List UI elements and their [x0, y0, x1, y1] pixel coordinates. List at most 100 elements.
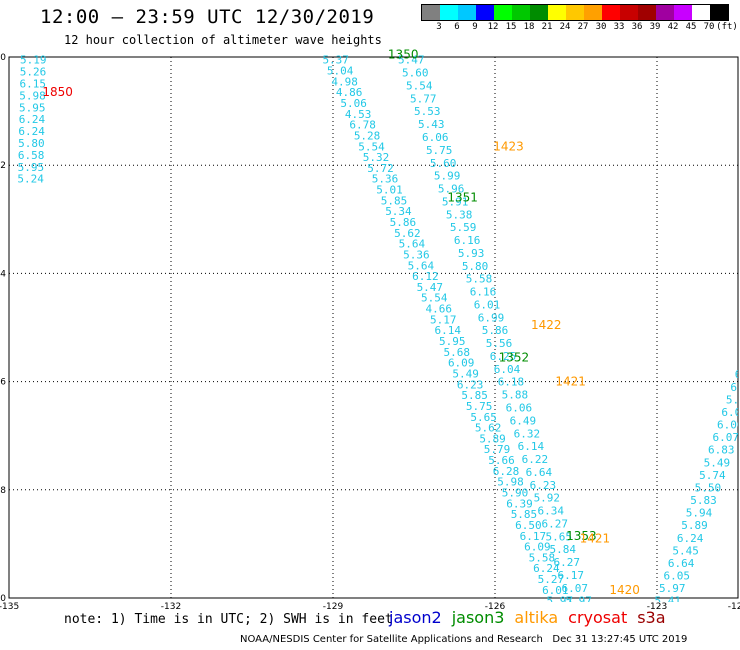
wave-height-value: 5.28 [354, 129, 381, 142]
footer-credit: NOAA/NESDIS Center for Satellite Applica… [240, 634, 688, 645]
wave-height-value: 5.95 [19, 101, 46, 114]
wave-height-value: 5.72 [367, 162, 394, 175]
wave-height-value: 5.06 [340, 97, 367, 110]
color-swatch [638, 5, 656, 20]
wave-height-value: 5.95 [439, 335, 466, 348]
wave-height-value: 6.17 [557, 569, 584, 582]
wave-height-value: 6.49 [510, 414, 537, 427]
color-scale-label: 36 [631, 22, 643, 32]
wave-height-value: 6.06 [422, 131, 449, 144]
wave-height-value: 5.80 [18, 137, 45, 150]
wave-height-value: 6.06 [506, 401, 533, 414]
color-swatch [494, 5, 512, 20]
y-tick-label: -10 [0, 594, 6, 604]
wave-height-value: 6.34 [538, 505, 565, 518]
color-scale-swatches [421, 4, 729, 21]
wave-height-value: 5.27 [538, 573, 565, 586]
wave-height-value: 5.88 [502, 389, 529, 402]
wave-height-value: 6.16 [470, 286, 497, 299]
satellite-name-jason3: jason3 [451, 608, 505, 627]
wave-height-value: 6.32 [514, 427, 541, 440]
wave-height-value: 5.89 [479, 432, 506, 445]
wave-height-value: 5.54 [358, 140, 385, 153]
satellite-legend: jason2 jason3 altika cryosat s3a [389, 608, 676, 627]
color-scale-label: 45 [685, 22, 697, 32]
wave-height-value: 6.22 [522, 453, 549, 466]
wave-height-value: 6.27 [542, 517, 569, 530]
color-swatch [458, 5, 476, 20]
wave-height-value: 5.85 [381, 194, 408, 207]
color-scale-label: 42 [667, 22, 679, 32]
wave-height-value: 5.64 [726, 393, 740, 406]
wave-height-value: 6.09 [524, 541, 551, 554]
x-tick-label: -126 [485, 602, 506, 612]
wave-height-value: 5.89 [681, 519, 708, 532]
wave-height-value: 5.47 [398, 54, 425, 67]
wave-height-value: 5.65 [546, 530, 573, 543]
wave-height-value: 6.09 [448, 357, 475, 370]
wave-height-value: 5.41 [655, 595, 682, 608]
wave-height-value: 6.16 [454, 234, 481, 247]
color-swatch [512, 5, 530, 20]
wave-height-value: 5.32 [363, 151, 390, 164]
color-swatch [422, 5, 440, 20]
wave-height-value: 5.53 [414, 105, 441, 118]
wave-height-value: 5.34 [385, 205, 412, 218]
color-swatch [692, 5, 710, 20]
wave-height-value: 5.36 [403, 248, 430, 261]
color-swatch [530, 5, 548, 20]
wave-height-value: 4.66 [426, 303, 453, 316]
y-tick-label: 0 [0, 53, 6, 63]
pass-time-label: 1421 [580, 531, 611, 545]
wave-height-value: 5.45 [672, 544, 699, 557]
wave-height-value: 5.75 [426, 144, 453, 157]
wave-height-value: 5.24 [17, 173, 44, 186]
pass-time-label: 1350 [388, 47, 419, 61]
color-scale-label: 70 [703, 22, 715, 32]
wave-height-value: 5.26 [20, 66, 47, 79]
wave-height-value: 5.04 [327, 65, 354, 78]
pass-time-label: 1352 [499, 350, 530, 364]
wave-height-value: 5.84 [550, 543, 577, 556]
wave-height-value: 6.14 [435, 324, 462, 337]
wave-height-value: 5.77 [410, 92, 437, 105]
wave-height-value: 5.96 [438, 183, 465, 196]
color-scale-label: 9 [472, 22, 478, 32]
wave-height-value: 6.04 [494, 363, 521, 376]
color-scale-label: 33 [613, 22, 625, 32]
wave-height-value: 5.90 [502, 487, 529, 500]
wave-height-value: 5.58 [466, 273, 493, 286]
color-scale-label: 6 [454, 22, 460, 32]
x-tick-label: -124 [728, 602, 740, 612]
wave-height-value: 6.78 [349, 119, 376, 132]
wave-height-value: 5.37 [322, 54, 349, 67]
wave-height-value: 5.64 [399, 238, 426, 251]
color-swatch [674, 5, 692, 20]
wave-height-value: 6.15 [20, 78, 47, 91]
wave-height-value: 6.27 [553, 556, 580, 569]
wave-height-value: 6.18 [498, 376, 525, 389]
wave-height-value: 6.00 [717, 419, 740, 432]
wave-height-value: 6.99 [478, 311, 505, 324]
wave-height-value: 6.31 [730, 381, 740, 394]
wave-height-value: 5.64 [408, 259, 435, 272]
wave-height-value: 5.49 [704, 456, 731, 469]
wave-height-value: 5.83 [690, 494, 717, 507]
wave-height-value: 5.74 [699, 469, 726, 482]
wave-height-value: 6.12 [412, 270, 439, 283]
color-scale-label: 24 [559, 22, 571, 32]
color-scale-label: 39 [649, 22, 661, 32]
wave-height-value: 6.39 [506, 497, 533, 510]
wave-height-value: 6.58 [18, 149, 45, 162]
pass-time-label: 1850 [42, 85, 73, 99]
color-swatch [566, 5, 584, 20]
wave-height-value: 5.79 [484, 443, 511, 456]
color-swatch [656, 5, 674, 20]
satellite-name-altika: altika [514, 608, 559, 627]
color-swatch [710, 5, 728, 20]
wave-height-value: 5.86 [482, 324, 509, 337]
wave-height-value: 6.20 [735, 368, 740, 381]
color-swatch [620, 5, 638, 20]
y-tick-label: -8 [0, 486, 6, 496]
